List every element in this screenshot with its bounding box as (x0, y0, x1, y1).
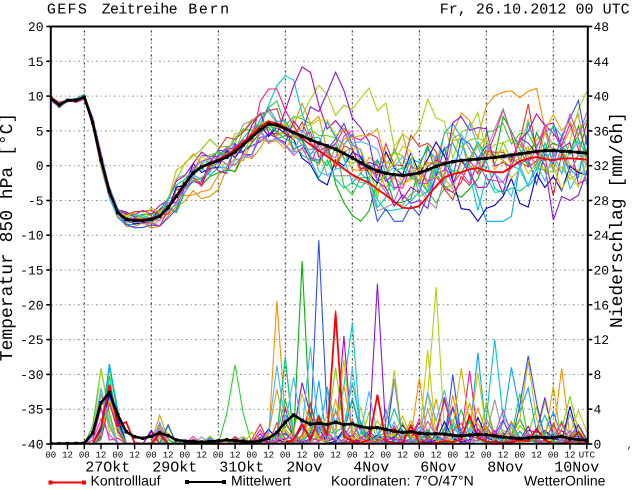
svg-text:4Nov: 4Nov (353, 460, 389, 477)
svg-text:4: 4 (594, 403, 602, 418)
svg-text:12: 12 (196, 451, 207, 461)
svg-text:32: 32 (594, 159, 610, 174)
svg-text:12: 12 (565, 451, 576, 461)
svg-text:48: 48 (594, 20, 610, 35)
svg-text:20: 20 (594, 264, 610, 279)
svg-text:8: 8 (594, 368, 602, 383)
svg-text:8Nov: 8Nov (487, 460, 523, 477)
svg-text:00: 00 (112, 451, 123, 461)
svg-text:00: 00 (280, 451, 291, 461)
svg-text:GEFS: GEFS (47, 2, 87, 19)
svg-text:-30: -30 (20, 368, 43, 383)
svg-text:15: 15 (28, 55, 44, 70)
svg-text:00: 00 (313, 451, 324, 461)
svg-text:Bern: Bern (188, 2, 229, 19)
svg-text:Zeitreihe: Zeitreihe (102, 2, 178, 19)
svg-text:36: 36 (594, 124, 610, 139)
svg-text:6Nov: 6Nov (420, 460, 456, 477)
svg-text:10Nov: 10Nov (554, 460, 599, 477)
svg-text:00: 00 (213, 451, 224, 461)
svg-text:00: 00 (246, 451, 257, 461)
svg-text:Mittelwert: Mittelwert (231, 473, 291, 489)
svg-text:Koordinaten: 7°O/47°N: Koordinaten: 7°O/47°N (331, 473, 474, 489)
svg-text:00: 00 (79, 451, 90, 461)
svg-text:Kontrolllauf: Kontrolllauf (91, 473, 161, 489)
svg-text:12: 12 (297, 451, 308, 461)
svg-text:12: 12 (62, 451, 73, 461)
svg-text:WetterOnline: WetterOnline (524, 473, 606, 489)
svg-text:Temperatur 850 hPa [°C]: Temperatur 850 hPa [°C] (0, 113, 18, 361)
svg-text:-10: -10 (20, 229, 43, 244)
svg-text:12: 12 (163, 451, 174, 461)
svg-text:2Nov: 2Nov (286, 460, 322, 477)
svg-text:00: 00 (481, 451, 492, 461)
svg-text:24: 24 (594, 229, 610, 244)
svg-text:-40: -40 (20, 438, 43, 453)
svg-text:44: 44 (594, 55, 610, 70)
svg-text:00: 00 (179, 451, 190, 461)
svg-text:12: 12 (263, 451, 274, 461)
svg-text:12: 12 (129, 451, 140, 461)
svg-text:-15: -15 (20, 264, 43, 279)
svg-text:00: 00 (347, 451, 358, 461)
svg-text:16: 16 (594, 298, 610, 313)
svg-text:31Okt: 31Okt (219, 460, 264, 477)
svg-text:UTC: UTC (579, 451, 596, 461)
svg-text:27Okt: 27Okt (85, 460, 130, 477)
svg-text:-25: -25 (20, 333, 43, 348)
svg-text:00: 00 (146, 451, 157, 461)
svg-text:12: 12 (330, 451, 341, 461)
svg-text:12: 12 (431, 451, 442, 461)
svg-text:Niederschlag [mm/6h]: Niederschlag [mm/6h] (608, 112, 628, 328)
svg-text:12: 12 (498, 451, 509, 461)
svg-text:-35: -35 (20, 403, 43, 418)
svg-text:10: 10 (28, 90, 44, 105)
svg-text:12: 12 (364, 451, 375, 461)
svg-text:00: 00 (514, 451, 525, 461)
svg-text:29Okt: 29Okt (152, 460, 197, 477)
svg-text:00: 00 (380, 451, 391, 461)
svg-text:12: 12 (531, 451, 542, 461)
svg-text:00: 00 (548, 451, 559, 461)
svg-text:12: 12 (594, 333, 610, 348)
svg-text:5: 5 (36, 124, 44, 139)
svg-text:28: 28 (594, 194, 610, 209)
svg-text:Fr, 26.10.2012 00 UTC: Fr, 26.10.2012 00 UTC (440, 2, 630, 19)
svg-text:12: 12 (230, 451, 241, 461)
svg-text:12: 12 (397, 451, 408, 461)
svg-text:0: 0 (36, 159, 44, 174)
svg-text:20: 20 (28, 20, 44, 35)
svg-text:40: 40 (594, 90, 610, 105)
svg-text:00: 00 (414, 451, 425, 461)
svg-text:00: 00 (45, 451, 56, 461)
svg-text:12: 12 (96, 451, 107, 461)
svg-text:-5: -5 (28, 194, 44, 209)
svg-text:00: 00 (447, 451, 458, 461)
svg-text:0: 0 (594, 438, 602, 453)
svg-text:’: ’ (626, 446, 632, 458)
svg-text:-20: -20 (20, 298, 43, 313)
svg-text:12: 12 (464, 451, 475, 461)
